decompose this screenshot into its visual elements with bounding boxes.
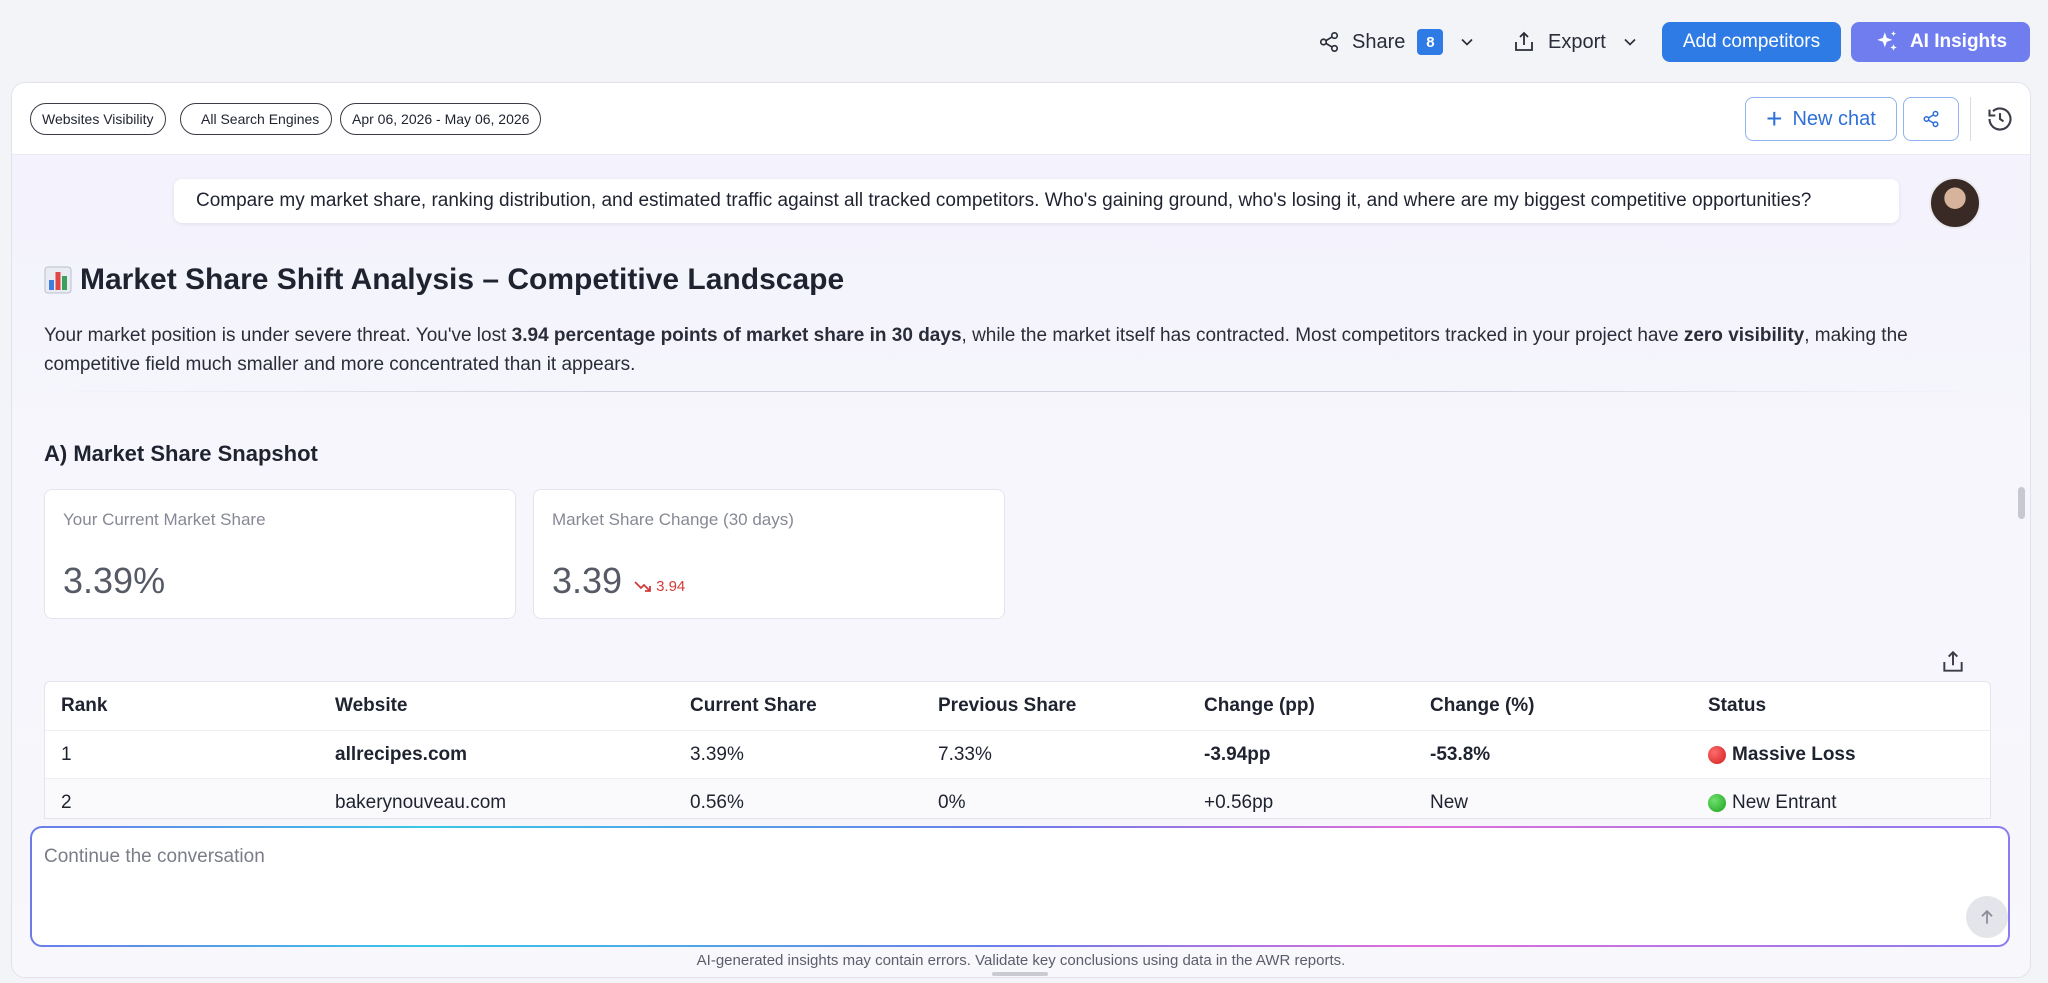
column-header: Change (pp) — [1204, 695, 1315, 716]
table-row: 2 bakerynouveau.com 0.56% 0% +0.56pp New… — [45, 778, 1990, 818]
column-header: Website — [335, 695, 408, 716]
table-cell: +0.56pp — [1204, 791, 1274, 813]
panel-header: Websites Visibility All Search Engines A… — [12, 83, 2030, 155]
export-icon — [1515, 31, 1533, 51]
market-share-table: Rank Website Current Share Previous Shar… — [44, 681, 1991, 819]
sparkle-icon — [1877, 31, 1897, 51]
kpi-card-current-share: Your Current Market Share 3.39% — [44, 489, 516, 619]
column-header: Change (%) — [1430, 695, 1535, 716]
table-cell: 0.56% — [690, 791, 744, 813]
table-cell: 0% — [938, 791, 966, 813]
table-cell: -53.8% — [1430, 743, 1491, 765]
section-title: A) Market Share Snapshot — [44, 441, 318, 466]
response-title: Market Share Shift Analysis – Competitiv… — [44, 263, 844, 297]
table-cell: allrecipes.com — [335, 743, 468, 765]
red-circle-icon — [1708, 745, 1726, 764]
report-filter-chip[interactable]: Websites Visibility — [30, 103, 166, 135]
intro-highlight: 3.94 percentage points of market share i… — [511, 325, 962, 346]
kpi-delta: 3.94 — [634, 578, 685, 595]
share-icon — [1319, 32, 1339, 52]
export-table-icon[interactable] — [1940, 649, 1966, 675]
plus-icon: + — [1766, 103, 1783, 134]
share-chat-button[interactable] — [1903, 97, 1959, 141]
divider — [1970, 97, 1971, 141]
ai-insights-label: AI Insights — [1909, 31, 2008, 52]
share-count-badge: 8 — [1417, 29, 1444, 55]
status-text: New Entrant — [1732, 791, 1837, 813]
table-cell: New — [1430, 791, 1469, 813]
section-divider — [44, 391, 1994, 392]
ai-insights-button[interactable]: AI Insights — [1851, 22, 2030, 62]
status-cell: Massive Loss — [1708, 744, 1856, 766]
table-cell: bakerynouveau.com — [335, 791, 507, 813]
share-button[interactable]: Share 8 — [1318, 22, 1477, 62]
intro-text: , while the market itself has contracted… — [961, 325, 1684, 346]
table-header-row: Rank Website Current Share Previous Shar… — [45, 682, 1990, 730]
scrollbar[interactable] — [2018, 487, 2025, 519]
send-button[interactable] — [1966, 896, 2008, 938]
trend-down-icon — [634, 581, 651, 592]
kpi-label: Market Share Change (30 days) — [552, 510, 794, 529]
column-header: Rank — [61, 695, 108, 716]
kpi-label: Your Current Market Share — [63, 510, 266, 529]
kpi-delta-value: 3.94 — [656, 577, 686, 595]
share-label: Share — [1352, 30, 1406, 53]
new-chat-button[interactable]: + New chat — [1745, 97, 1897, 141]
add-competitors-button[interactable]: Add competitors — [1662, 22, 1841, 62]
green-circle-icon — [1708, 793, 1726, 812]
chevron-down-icon[interactable] — [1620, 32, 1640, 52]
table-cell: 7.33% — [938, 743, 992, 765]
intro-paragraph: Your market position is under severe thr… — [44, 321, 1994, 379]
intro-text: Your market position is under severe thr… — [44, 325, 512, 346]
column-header: Previous Share — [938, 695, 1077, 716]
chat-content: Compare my market share, ranking distrib… — [12, 155, 2030, 905]
status-text: Massive Loss — [1732, 743, 1856, 765]
table-cell: -3.94pp — [1204, 743, 1271, 765]
top-toolbar: Share 8 Export Add competitors AI Insigh… — [0, 0, 2048, 82]
ai-insights-panel: Websites Visibility All Search Engines A… — [11, 82, 2031, 978]
table-cell: 1 — [61, 743, 72, 765]
status-cell: New Entrant — [1708, 792, 1837, 814]
resize-handle[interactable] — [992, 972, 1048, 976]
message-input[interactable] — [44, 842, 1944, 872]
composer — [30, 826, 2010, 947]
search-engine-filter-chip[interactable]: All Search Engines — [180, 103, 333, 135]
date-range-filter-chip[interactable]: Apr 06, 2026 - May 06, 2026 — [340, 103, 542, 135]
table-cell: 2 — [61, 791, 72, 813]
response-title-text: Market Share Shift Analysis – Competitiv… — [80, 263, 845, 296]
kpi-value: 3.39 3.94 — [552, 560, 685, 602]
column-header: Status — [1708, 695, 1767, 716]
kpi-value: 3.39% — [63, 560, 165, 602]
column-header: Current Share — [690, 695, 817, 716]
share-icon — [1923, 110, 1939, 128]
kpi-card-share-change: Market Share Change (30 days) 3.39 3.94 — [533, 489, 1005, 619]
intro-highlight: zero visibility — [1683, 325, 1805, 346]
export-label: Export — [1548, 30, 1606, 53]
disclaimer: AI-generated insights may contain errors… — [696, 952, 1346, 969]
avatar — [1929, 177, 1981, 229]
table-row: 1 allrecipes.com 3.39% 7.33% -3.94pp -53… — [45, 730, 1990, 778]
bar-chart-icon — [44, 266, 72, 294]
kpi-value-text: 3.39 — [552, 560, 623, 601]
intro-text: , making the competitive field much smal… — [44, 325, 1908, 375]
export-button[interactable]: Export — [1512, 22, 1640, 62]
new-chat-label: New chat — [1792, 107, 1876, 130]
arrow-up-icon — [1981, 909, 1993, 924]
composer-box — [32, 828, 2008, 945]
chevron-down-icon[interactable] — [1457, 32, 1477, 52]
kpi-value-text: 3.39% — [63, 560, 166, 601]
table-cell: 3.39% — [690, 743, 744, 765]
history-icon[interactable] — [1986, 105, 2014, 133]
user-message: Compare my market share, ranking distrib… — [174, 179, 1899, 223]
